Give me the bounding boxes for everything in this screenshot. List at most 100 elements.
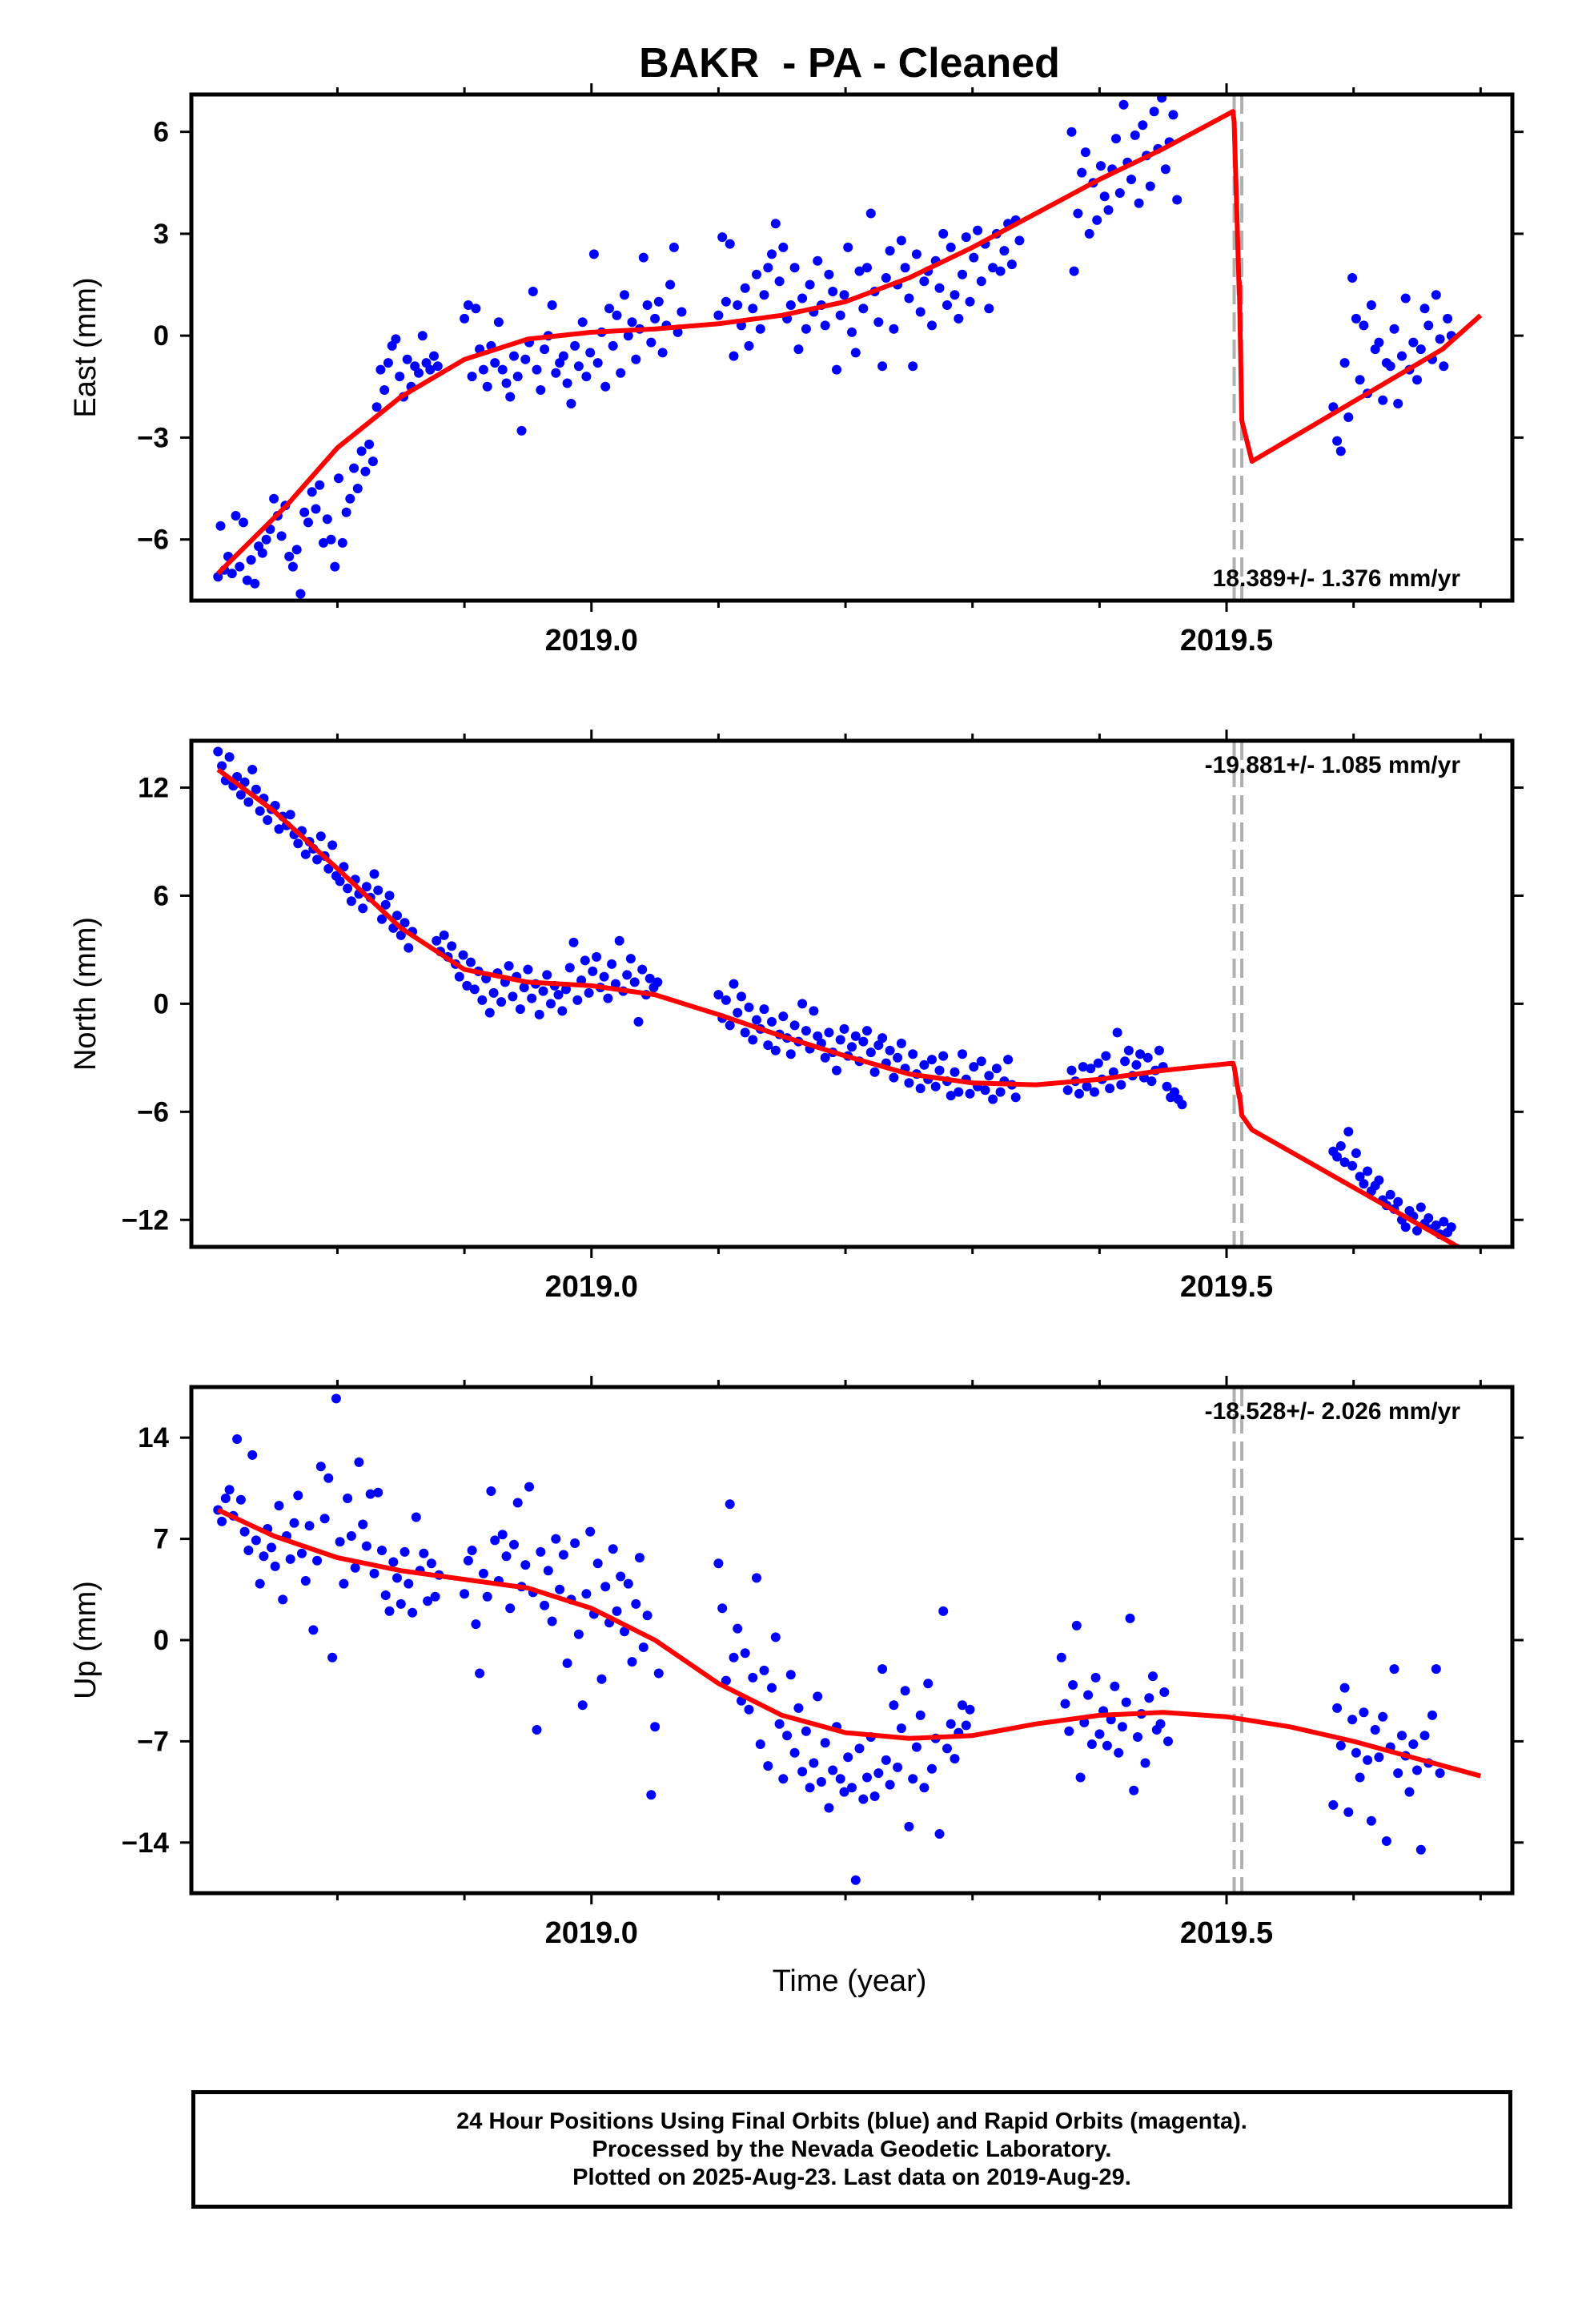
north-point	[534, 1009, 544, 1019]
up-point	[1117, 1722, 1127, 1732]
north-point	[789, 1020, 800, 1031]
east-point	[284, 551, 295, 561]
east-point	[752, 269, 761, 279]
north-plot-area	[213, 741, 1464, 1247]
north-point	[432, 935, 442, 946]
north-point	[614, 935, 624, 946]
east-point	[493, 317, 504, 328]
north-point	[1359, 1179, 1369, 1189]
north-point	[629, 977, 640, 987]
up-point	[793, 1703, 804, 1713]
north-point	[1116, 1080, 1126, 1090]
north-point	[969, 1062, 979, 1072]
east-point	[885, 246, 895, 256]
north-point	[1082, 1081, 1092, 1092]
east-point	[717, 232, 728, 243]
east-point	[713, 310, 724, 320]
east-panel: −6 −3 0 3 6 2019.0 2019.5 East (mm) 18.389+/- 1.…	[69, 83, 1524, 657]
up-point	[1435, 1768, 1445, 1779]
north-point	[1423, 1213, 1434, 1223]
east-point	[1168, 110, 1178, 120]
north-point	[1347, 1160, 1358, 1171]
up-point	[1355, 1772, 1365, 1783]
east-point	[1435, 334, 1445, 344]
north-point	[1086, 1063, 1096, 1074]
up-point	[592, 1558, 603, 1569]
up-point	[536, 1546, 546, 1557]
north-point	[300, 849, 311, 859]
east-point	[414, 368, 424, 378]
north-point	[358, 903, 368, 914]
panels: −6 −3 0 3 6 2019.0 2019.5 East (mm) 18.389+/- 1.…	[69, 83, 1524, 1950]
east-point	[246, 555, 256, 565]
up-point	[1412, 1765, 1422, 1775]
east-point	[669, 242, 679, 252]
east-point	[341, 507, 351, 517]
up-point	[524, 1482, 534, 1492]
east-point	[287, 561, 298, 572]
north-point	[748, 1035, 758, 1045]
east-point	[1111, 134, 1121, 144]
north-point	[462, 980, 472, 991]
up-point	[267, 1542, 276, 1553]
east-frame	[189, 92, 1515, 603]
up-point	[570, 1538, 580, 1548]
up-point	[1381, 1836, 1391, 1846]
up-point	[725, 1499, 735, 1510]
east-point	[1160, 164, 1170, 175]
north-point	[893, 1052, 903, 1063]
up-point	[627, 1657, 637, 1667]
north-point	[737, 991, 746, 1002]
north-point	[652, 977, 663, 987]
up-point	[540, 1600, 550, 1610]
up-point	[770, 1632, 781, 1642]
north-point	[622, 970, 632, 980]
east-point	[375, 364, 386, 375]
up-panel: −14 −7 0 7 14 2019.0 2019.5 Up (mm) -18.528+/- 2…	[69, 1376, 1524, 1950]
up-point	[463, 1555, 473, 1566]
north-point	[1062, 1085, 1073, 1096]
north-point	[454, 971, 464, 982]
east-point	[1096, 161, 1106, 171]
up-point	[562, 1658, 572, 1668]
east-point	[558, 351, 568, 361]
east-point	[215, 521, 226, 531]
up-point	[335, 1537, 345, 1547]
east-point	[824, 269, 834, 279]
up-point	[404, 1578, 414, 1589]
up-point	[460, 1589, 470, 1599]
up-point	[573, 1629, 584, 1639]
east-point	[516, 425, 527, 436]
up-point	[1102, 1740, 1112, 1751]
up-point	[1370, 1725, 1380, 1735]
north-point	[1363, 1166, 1373, 1176]
north-point	[384, 891, 395, 901]
north-point	[396, 930, 406, 940]
north-point	[839, 1023, 849, 1034]
up-point	[297, 1548, 307, 1558]
east-point	[767, 249, 777, 259]
north-point	[247, 765, 258, 774]
east-point	[1366, 300, 1376, 310]
up-ytick-label: 14	[138, 1422, 169, 1454]
up-point	[713, 1558, 724, 1569]
up-ytick-label: 7	[154, 1524, 169, 1555]
east-point	[950, 290, 960, 300]
east-point	[904, 293, 914, 304]
up-point	[1075, 1772, 1086, 1783]
north-point	[950, 1067, 960, 1077]
up-point	[1359, 1707, 1369, 1718]
east-point	[620, 290, 629, 300]
up-frame	[189, 1385, 1515, 1896]
east-point	[570, 340, 580, 351]
north-point	[713, 990, 724, 1000]
north-point	[538, 986, 548, 996]
east-point	[938, 228, 949, 239]
up-point	[392, 1573, 402, 1583]
north-point	[369, 869, 379, 879]
east-point	[785, 300, 796, 310]
up-point	[1415, 1844, 1426, 1855]
north-point	[1332, 1152, 1343, 1162]
north-point	[869, 1067, 880, 1077]
east-point	[1378, 395, 1388, 405]
